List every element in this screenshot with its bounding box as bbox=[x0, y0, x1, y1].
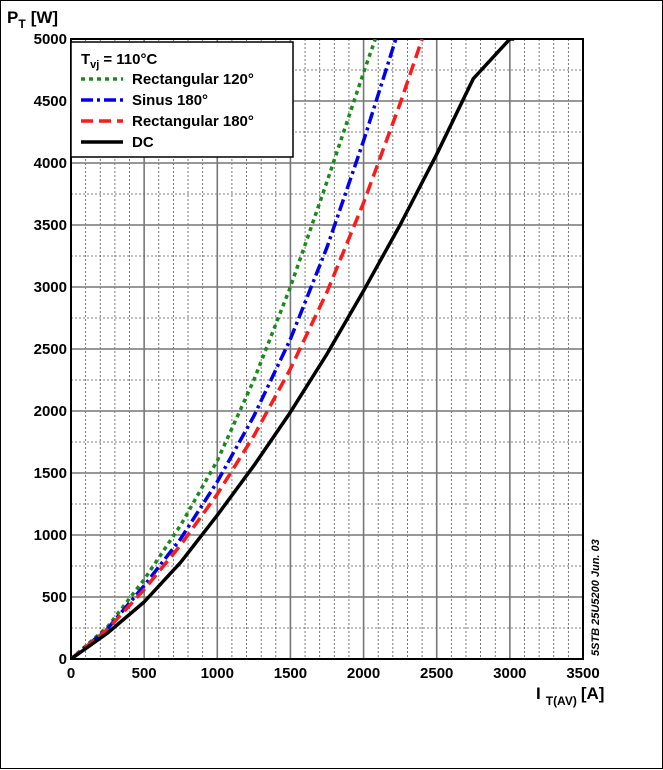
legend-title-subscript: vj bbox=[90, 59, 99, 71]
x-axis-subscript: T(AV) bbox=[546, 694, 577, 708]
series-line-3 bbox=[71, 39, 515, 659]
plot-area-border bbox=[70, 38, 584, 660]
x-tick-label: 2500 bbox=[420, 665, 453, 682]
y-tick-label: 4000 bbox=[34, 155, 67, 172]
legend: Tvj = 110°C Rectangular 120° Sinus 180° R… bbox=[70, 41, 294, 158]
x-axis-title: I T(AV) [A] bbox=[536, 684, 604, 708]
y-tick-label: 2000 bbox=[34, 403, 67, 420]
x-tick-label: 2000 bbox=[347, 665, 380, 682]
series-line-2 bbox=[71, 39, 424, 659]
x-tick-label: 500 bbox=[132, 665, 157, 682]
y-tick-label: 3000 bbox=[34, 279, 67, 296]
y-axis-subscript: T bbox=[18, 17, 26, 31]
x-tick-label: 0 bbox=[67, 665, 75, 682]
x-tick-label: 3000 bbox=[493, 665, 526, 682]
legend-label-rect180: Rectangular 180° bbox=[132, 113, 254, 130]
y-axis-unit: [W] bbox=[31, 8, 58, 27]
y-tick-label: 1000 bbox=[34, 527, 67, 544]
y-tick-label: 1500 bbox=[34, 465, 67, 482]
legend-title-value: = 110°C bbox=[103, 51, 157, 68]
x-tick-label: 1500 bbox=[274, 665, 307, 682]
y-tick-label: 500 bbox=[42, 589, 67, 606]
x-tick-label: 3500 bbox=[566, 665, 599, 682]
x-tick-label: 1000 bbox=[201, 665, 234, 682]
legend-label-sinus180: Sinus 180° bbox=[132, 92, 208, 109]
side-note: 5STB 25U5200 Jun. 03 bbox=[590, 539, 602, 656]
y-axis-title: PT [W] bbox=[7, 8, 58, 31]
y-axis-symbol: P bbox=[7, 8, 18, 27]
y-tick-label: 5000 bbox=[34, 31, 67, 48]
legend-title: Tvj = 110°C bbox=[81, 51, 157, 71]
x-axis-symbol: I bbox=[536, 684, 541, 703]
y-tick-label: 4500 bbox=[34, 93, 67, 110]
tick-labels: 0 500 1000 1500 2000 2500 3000 3500 0 500 1000 1500… bbox=[34, 31, 600, 682]
legend-label-rect120: Rectangular 120° bbox=[132, 71, 254, 88]
y-tick-label: 2500 bbox=[34, 341, 67, 358]
y-tick-label: 0 bbox=[59, 651, 67, 668]
legend-title-symbol: T bbox=[81, 51, 90, 68]
x-axis-unit: [A] bbox=[581, 684, 605, 703]
y-tick-label: 3500 bbox=[34, 217, 67, 234]
legend-label-dc: DC bbox=[132, 134, 154, 151]
series-layer bbox=[71, 39, 515, 659]
